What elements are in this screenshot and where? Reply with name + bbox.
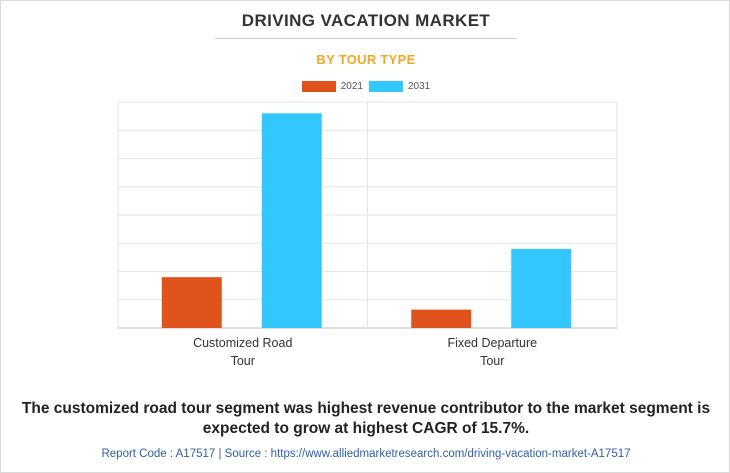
legend-swatch-2021 [301,81,336,92]
bar-2031-1 [511,248,572,328]
legend-swatch-2031 [369,81,403,92]
title-divider [215,38,517,39]
chart-title: DRIVING VACATION MARKET [241,11,491,30]
source-footer[interactable]: Report Code : A17517 | Source : https://… [101,448,631,460]
legend-item-2031[interactable]: 2031 [369,81,430,92]
bar-2021-0 [161,277,222,328]
x-tick-label: Customized Road [193,336,292,350]
legend: 2021 2031 [1,81,730,92]
x-tick-label: Fixed Departure [447,336,537,350]
legend-item-2021[interactable]: 2021 [301,81,363,92]
x-tick-label: Tour [231,354,255,368]
bar-2031-0 [261,113,322,328]
legend-label-2031: 2031 [408,81,431,92]
chart-caption: The customized road tour segment was hig… [21,400,711,437]
bar-2021-1 [411,309,472,328]
legend-label-2021: 2021 [340,81,363,92]
x-tick-label: Tour [480,354,504,368]
chart-subtitle: BY TOUR TYPE [316,52,416,67]
bar-chart: Customized Road Tour Fixed Departure Tour [117,101,618,368]
